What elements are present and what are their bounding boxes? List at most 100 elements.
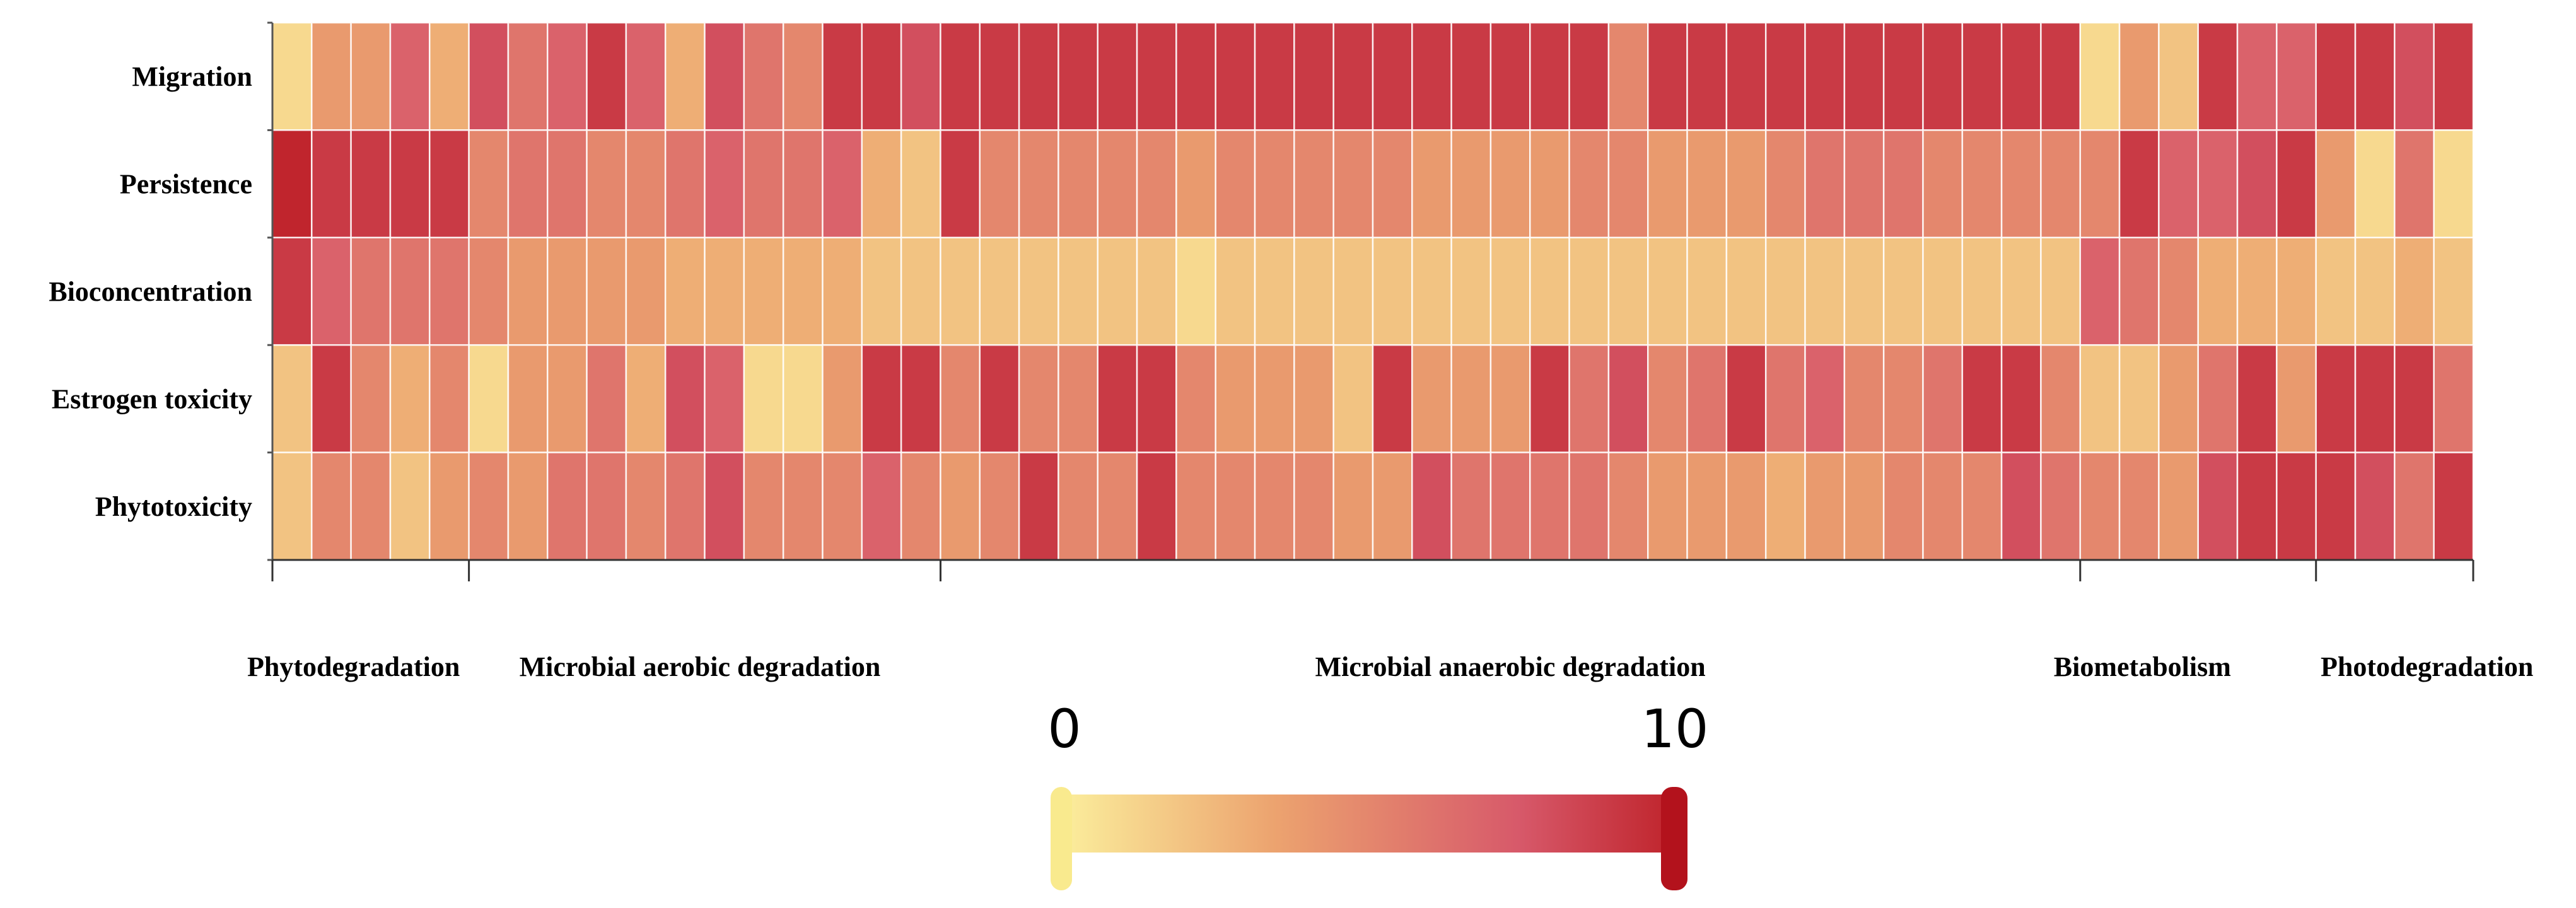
heatmap-cells [271,21,2474,561]
row-label: Estrogen toxicity [52,383,252,414]
heatmap-cell [350,129,392,239]
heatmap-cell [1725,236,1767,346]
heatmap-cell [1647,129,1688,239]
heatmap-cell [2118,344,2160,453]
heatmap-cell [1489,236,1531,346]
heatmap-cell [547,129,588,239]
heatmap-cell [2040,344,2082,453]
heatmap-cell [1764,129,1806,239]
heatmap-cell [1607,344,1649,453]
heatmap-cell [1058,344,1099,453]
heatmap-cell [1922,21,1964,131]
heatmap-cell [1254,129,1295,239]
heatmap-cell [743,129,784,239]
heatmap-cell [2354,129,2396,239]
heatmap-cell [2000,451,2042,561]
heatmap-cell [547,21,588,131]
heatmap-cell [979,21,1020,131]
heatmap-cell [2236,451,2278,561]
heatmap-cell [900,129,941,239]
heatmap-cell [1764,236,1806,346]
heatmap-cell [1607,451,1649,561]
heatmap-cell [2158,236,2199,346]
heatmap-cell [2315,451,2357,561]
heatmap-cell [1136,129,1177,239]
heatmap-cell [468,236,510,346]
heatmap-cell [2000,236,2042,346]
heatmap-cell [1332,21,1374,131]
heatmap-cell [507,129,549,239]
heatmap-cell [1450,236,1492,346]
heatmap-cell [1450,451,1492,561]
colorbar-min-label: 0 [1047,698,1081,760]
heatmap-cell [2040,21,2082,131]
heatmap-cell [861,21,902,131]
heatmap-cell [1136,236,1177,346]
heatmap-cell [2315,129,2357,239]
heatmap-cell [1686,236,1728,346]
heatmap-cell [2354,236,2396,346]
heatmap-cell [1175,236,1216,346]
row-label: Migration [132,61,252,92]
heatmap-cell [2118,129,2160,239]
heatmap-cell [625,344,667,453]
heatmap-cell [2354,451,2396,561]
heatmap-cell [271,344,313,453]
heatmap-cell [2276,21,2317,131]
heatmap-cell [861,451,902,561]
heatmap-cell [1450,21,1492,131]
heatmap-cell [2197,21,2239,131]
heatmap-cell [1372,129,1413,239]
heatmap-cell [429,344,470,453]
heatmap-cell [1332,129,1374,239]
heatmap-cell [271,21,313,131]
heatmap-cell [1254,236,1295,346]
heatmap-cell [704,21,745,131]
heatmap-cell [1332,344,1374,453]
heatmap-cell [1254,344,1295,453]
heatmap-cell [1018,21,1059,131]
heatmap-cell [1058,451,1099,561]
heatmap-cell [311,236,352,346]
heatmap-cell [625,21,667,131]
heatmap-cell [2197,344,2239,453]
heatmap-cell [1647,21,1688,131]
heatmap-cell [1018,129,1059,239]
heatmap-cell [900,21,941,131]
row-label: Phytotoxicity [95,491,252,522]
heatmap-cell [2394,344,2435,453]
heatmap-cell [940,21,981,131]
heatmap-cell [1293,236,1334,346]
heatmap-cell [311,21,352,131]
heatmap-cell [2394,236,2435,346]
heatmap-cell [1804,21,1846,131]
heatmap-cell [979,344,1020,453]
heatmap-cell [782,129,824,239]
heatmap-cell [1607,236,1649,346]
heatmap-cell [1843,451,1885,561]
heatmap-cell [743,21,784,131]
heatmap-cell [1489,451,1531,561]
heatmap-cell [586,451,627,561]
heatmap-cell [1725,129,1767,239]
heatmap-cell [743,344,784,453]
group-label: Phytodegradation [247,651,460,682]
heatmap-cell [979,129,1020,239]
heatmap-cell [2158,21,2199,131]
heatmap-cell [1686,451,1728,561]
heatmap-cell [979,451,1020,561]
heatmap-cell [2197,129,2239,239]
row-labels: Migration Persistence Bioconcentration Estr… [49,61,252,522]
heatmap-cell [468,451,510,561]
heatmap-cell [1686,129,1728,239]
heatmap-cell [822,21,863,131]
heatmap-cell [1568,451,1610,561]
heatmap-cell [2040,236,2082,346]
heatmap-cell [2079,236,2121,346]
heatmap-cell [468,344,510,453]
heatmap-cell [900,236,941,346]
heatmap-cell [1882,21,1924,131]
group-label: Photodegradation [2321,651,2533,682]
heatmap-cell [507,451,549,561]
heatmap-cell [1607,21,1649,131]
